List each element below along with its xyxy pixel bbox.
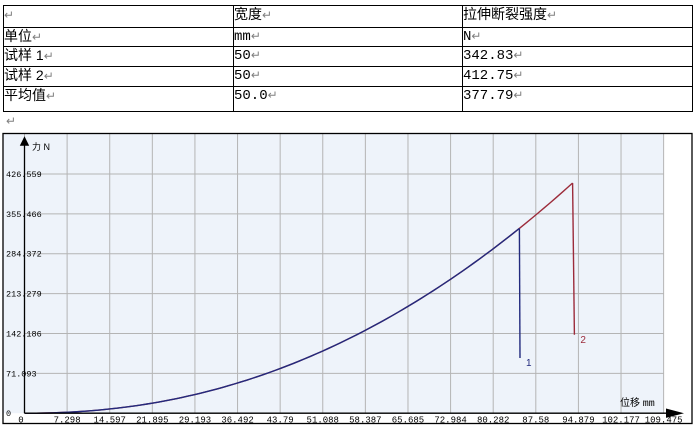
svg-text:力 N: 力 N bbox=[32, 141, 50, 152]
svg-text:71.093: 71.093 bbox=[6, 369, 37, 379]
svg-text:80.282: 80.282 bbox=[477, 416, 509, 426]
svg-text:36.492: 36.492 bbox=[221, 416, 253, 426]
svg-text:29.193: 29.193 bbox=[179, 416, 211, 426]
svg-text:72.984: 72.984 bbox=[434, 416, 466, 426]
svg-text:0: 0 bbox=[18, 416, 23, 426]
svg-text:1: 1 bbox=[526, 358, 532, 369]
svg-text:14.597: 14.597 bbox=[94, 416, 126, 426]
svg-text:51.088: 51.088 bbox=[307, 416, 339, 426]
svg-text:58.387: 58.387 bbox=[349, 416, 381, 426]
svg-text:109.475: 109.475 bbox=[645, 416, 683, 426]
svg-text:0: 0 bbox=[6, 409, 11, 419]
svg-text:位移 mm: 位移 mm bbox=[620, 396, 655, 410]
svg-text:2: 2 bbox=[580, 335, 586, 346]
svg-text:102.177: 102.177 bbox=[602, 416, 640, 426]
svg-text:65.685: 65.685 bbox=[392, 416, 424, 426]
svg-text:7.298: 7.298 bbox=[54, 416, 81, 426]
svg-text:87.58: 87.58 bbox=[522, 416, 549, 426]
svg-text:43.79: 43.79 bbox=[267, 416, 294, 426]
svg-text:94.879: 94.879 bbox=[562, 416, 594, 426]
svg-text:21.895: 21.895 bbox=[136, 416, 168, 426]
